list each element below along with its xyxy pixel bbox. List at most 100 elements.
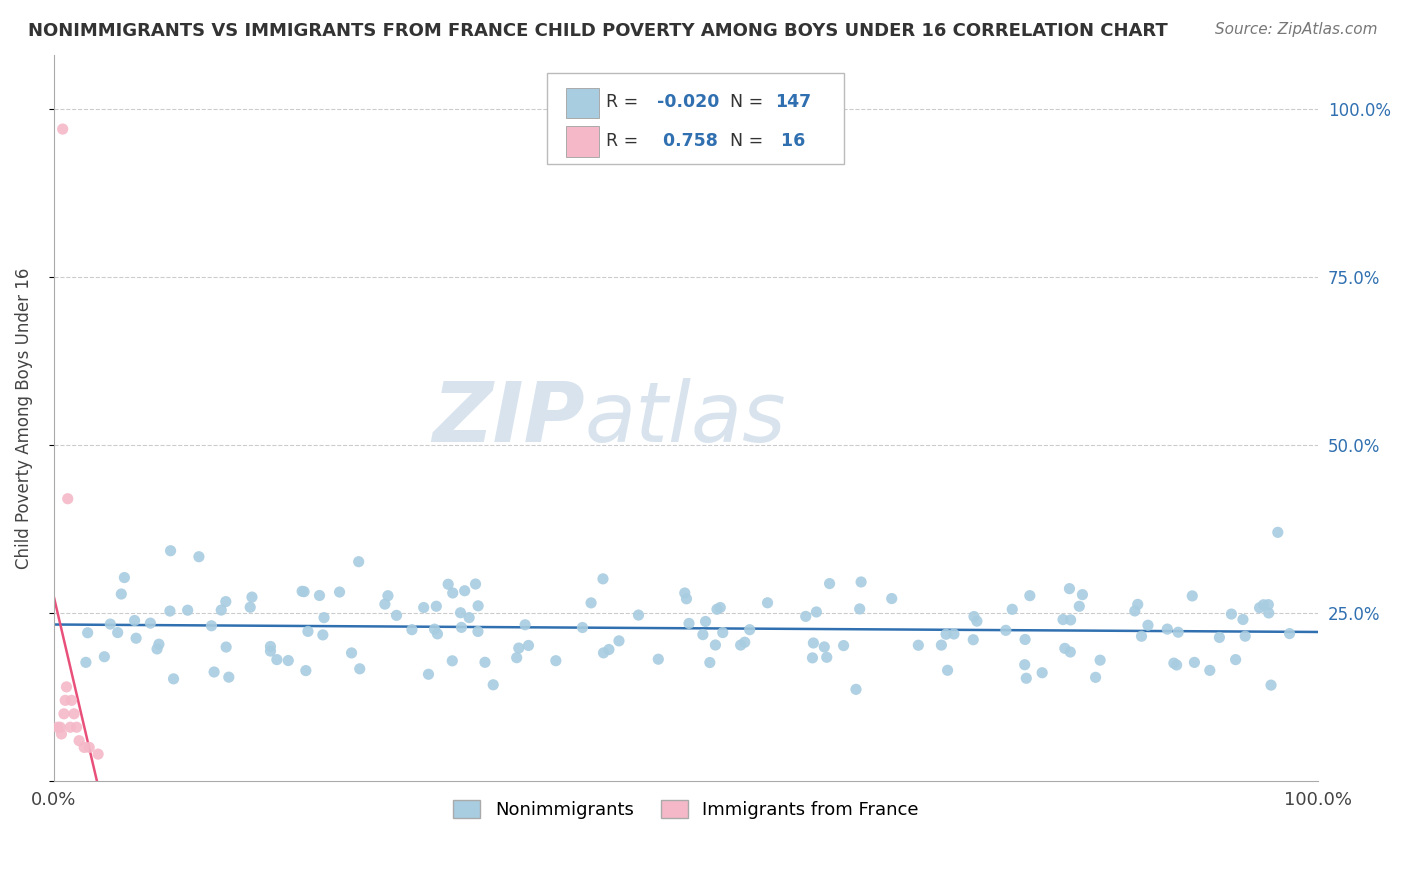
- Point: [266, 652, 288, 666]
- Point: [308, 589, 330, 603]
- Point: [730, 638, 752, 652]
- Text: R =: R =: [606, 132, 644, 150]
- Point: [699, 656, 721, 670]
- Point: [474, 655, 496, 669]
- Point: [385, 608, 408, 623]
- Point: [148, 637, 170, 651]
- Point: [673, 586, 696, 600]
- Point: [259, 640, 281, 654]
- Point: [1059, 613, 1081, 627]
- FancyBboxPatch shape: [567, 127, 599, 157]
- Point: [942, 627, 965, 641]
- Point: [297, 624, 319, 639]
- Point: [1053, 641, 1076, 656]
- Point: [1014, 632, 1036, 647]
- Point: [292, 584, 315, 599]
- Point: [52, 122, 75, 136]
- Text: R =: R =: [606, 94, 644, 112]
- Point: [110, 587, 132, 601]
- Point: [209, 603, 232, 617]
- Point: [77, 740, 100, 755]
- Point: [46, 720, 69, 734]
- Point: [349, 662, 371, 676]
- Point: [931, 638, 953, 652]
- Point: [93, 649, 115, 664]
- Point: [49, 720, 72, 734]
- Text: NONIMMIGRANTS VS IMMIGRANTS FROM FRANCE CHILD POVERTY AMONG BOYS UNDER 16 CORREL: NONIMMIGRANTS VS IMMIGRANTS FROM FRANCE …: [28, 22, 1168, 40]
- Point: [1181, 589, 1204, 603]
- Point: [756, 596, 779, 610]
- Point: [1225, 652, 1247, 666]
- Point: [215, 640, 238, 654]
- Point: [450, 620, 472, 634]
- Point: [936, 663, 959, 677]
- Point: [295, 664, 318, 678]
- Point: [738, 623, 761, 637]
- Point: [1069, 599, 1091, 614]
- Point: [1130, 629, 1153, 643]
- Point: [202, 665, 225, 679]
- Point: [340, 646, 363, 660]
- Point: [55, 680, 77, 694]
- Point: [187, 549, 209, 564]
- Legend: Nonimmigrants, Immigrants from France: Nonimmigrants, Immigrants from France: [446, 793, 927, 826]
- Point: [794, 609, 817, 624]
- Point: [907, 638, 929, 652]
- Point: [966, 614, 988, 628]
- Point: [592, 646, 614, 660]
- Point: [458, 610, 481, 624]
- Text: ZIP: ZIP: [432, 377, 585, 458]
- Point: [1232, 612, 1254, 626]
- Point: [806, 605, 828, 619]
- Point: [1059, 645, 1081, 659]
- Point: [425, 599, 447, 614]
- Point: [240, 590, 263, 604]
- Point: [505, 650, 527, 665]
- Point: [801, 651, 824, 665]
- Text: N =: N =: [730, 132, 769, 150]
- Point: [734, 635, 756, 649]
- Point: [467, 624, 489, 639]
- Point: [59, 720, 82, 734]
- Point: [962, 632, 984, 647]
- Point: [1198, 664, 1220, 678]
- Point: [312, 628, 335, 642]
- Point: [329, 585, 352, 599]
- Point: [347, 555, 370, 569]
- Point: [692, 627, 714, 641]
- Point: [291, 584, 314, 599]
- Point: [1267, 525, 1289, 540]
- Point: [1126, 598, 1149, 612]
- Point: [218, 670, 240, 684]
- Point: [815, 650, 838, 665]
- Point: [1014, 657, 1036, 672]
- Point: [162, 672, 184, 686]
- Point: [52, 706, 75, 721]
- Text: -0.020: -0.020: [657, 94, 720, 112]
- Point: [647, 652, 669, 666]
- Point: [1278, 626, 1301, 640]
- Text: atlas: atlas: [585, 377, 786, 458]
- Text: 16: 16: [775, 132, 804, 150]
- Point: [544, 654, 567, 668]
- Point: [709, 600, 731, 615]
- Point: [711, 625, 734, 640]
- Point: [67, 733, 90, 747]
- Point: [87, 747, 110, 761]
- Point: [441, 654, 464, 668]
- Point: [412, 600, 434, 615]
- Point: [63, 706, 86, 721]
- Point: [994, 624, 1017, 638]
- Point: [1088, 653, 1111, 667]
- Point: [1001, 602, 1024, 616]
- Point: [813, 640, 835, 654]
- Point: [598, 642, 620, 657]
- Point: [139, 616, 162, 631]
- Text: 0.758: 0.758: [657, 132, 718, 150]
- Point: [464, 577, 486, 591]
- Point: [571, 620, 593, 634]
- Point: [1071, 588, 1094, 602]
- Point: [1031, 665, 1053, 680]
- Point: [849, 574, 872, 589]
- Point: [627, 608, 650, 623]
